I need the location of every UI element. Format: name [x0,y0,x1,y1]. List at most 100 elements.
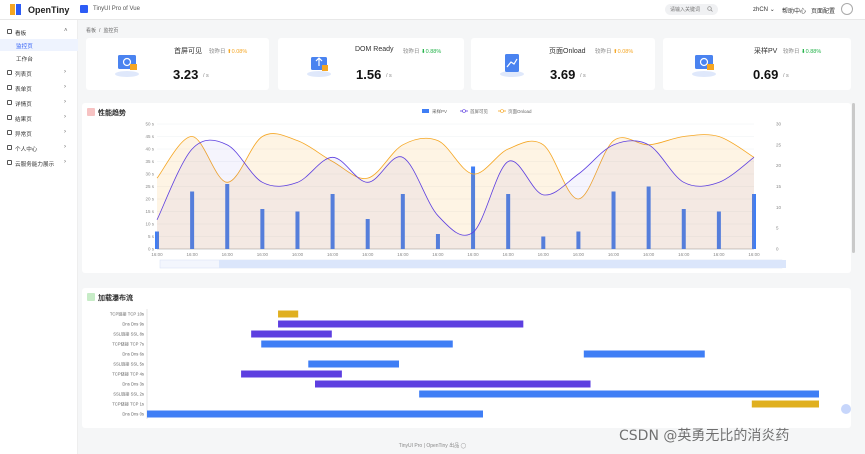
x-tick: 16:00 [713,252,725,257]
sidebar-item-cloud[interactable]: 云服务能力展示 › [0,157,78,169]
sidebar-item-result[interactable]: 结果页 › [0,112,78,124]
stat-unit: / s [386,73,392,79]
result-icon [7,115,12,120]
stat-compare: 较昨日 ⬇0.88% [783,47,821,55]
sidebar-item-label: 异常页 [15,132,32,138]
breadcrumb-item: 监控页 [103,28,119,34]
x-tick: 16:00 [292,252,304,257]
category-label: Dns Dns 9s [122,322,144,327]
sidebar-item-workbench[interactable]: 工作台 [0,52,78,64]
stat-compare-label: 较昨日 [783,49,800,55]
x-tick: 16:00 [397,252,409,257]
stat-value: 3.69 [550,67,576,82]
waterfall-chart: TCP链接 TCP 10s Dns Dns 9s SSL链接 SSL 8s TCP链接… [110,309,819,419]
y-left-tick: 25 s [145,184,154,189]
sidebar-item-profile[interactable]: 个人中心 › [0,142,78,154]
waterfall-panel-icon [87,293,95,301]
page-config-link[interactable]: 页面配置 [811,9,836,15]
detail-icon [7,100,12,105]
chevron-down-icon: ⌄ [769,7,775,13]
trend-up-icon: ⬆ [227,49,232,55]
upload-box-icon [307,57,331,77]
x-tick: 16:00 [678,252,690,257]
y-right-tick: 5 [776,226,779,231]
x-tick: 16:00 [643,252,655,257]
sidebar-item-exception[interactable]: 异常页 › [0,127,78,139]
x-tick: 16:00 [608,252,620,257]
sidebar-item-board[interactable]: 看板 ˄ [0,26,78,38]
legend-marker [500,109,504,113]
stat-unit: / s [203,73,209,79]
x-tick: 16:00 [748,252,760,257]
bar [260,209,265,249]
cloud-icon [7,160,12,165]
search-icon[interactable] [707,6,713,12]
sidebar-item-monitor[interactable]: 监控页 [0,39,78,51]
y-left-tick: 5 s [148,234,155,239]
bar [576,231,581,249]
chevron-right-icon: › [64,129,66,135]
watermark: CSDN @英勇无比的消炎药 [619,428,790,444]
y-right-tick: 30 [776,122,782,127]
sidebar-item-label: 表单页 [15,87,32,93]
x-tick: 16:00 [186,252,198,257]
category-label: SSL链接 SSL 5s [113,361,144,368]
sidebar-item-label: 监控页 [16,44,33,50]
series-area [157,140,754,249]
y-left-tick: 10 s [145,222,154,227]
perf-trend-panel: 性能趋势 采样PV 首屏可见 页面Onload 0 s 5 s 10 s 15 s 20 s 2… [82,103,851,273]
footer-right[interactable]: OpenTiny 出品 [426,443,460,449]
monitor-refresh-icon [692,55,716,77]
waterfall-bar [308,360,399,368]
bar [716,211,721,249]
scrollbar[interactable] [852,103,855,253]
category-label: TCP链接 TCP 1s [112,401,144,408]
sidebar-item-label: 个人中心 [15,147,38,153]
language-select[interactable]: zhCN ⌄ [753,6,775,13]
stat-card-first-screen: 首屏可见 较昨日 ⬆0.08% 3.23 / s [86,38,269,90]
monitor-refresh-icon [115,55,139,77]
y-left-tick: 0 s [148,247,155,252]
x-tick: 16:00 [362,252,374,257]
waterfall-panel: 加载瀑布流 TCP链接 TCP 10s Dns Dns 9s SSL链接 SSL 8… [82,288,851,428]
list-icon [7,70,12,75]
avatar[interactable] [841,3,853,15]
search-input[interactable] [665,4,718,15]
sidebar-item-list[interactable]: 列表页 › [0,67,78,79]
brand-name[interactable]: OpenTiny [28,5,70,15]
y-left-tick: 50 s [145,122,154,127]
y-right-tick: 20 [776,163,782,168]
sidebar-item-label: 列表页 [15,72,32,78]
panel-title: 性能趋势 [98,110,126,117]
chevron-right-icon: › [64,99,66,105]
legend-label: 页面Onload [508,109,532,115]
series-line [156,139,755,236]
stat-title: 页面Onload [549,48,586,55]
x-tick: 16:00 [467,252,479,257]
sidebar-item-form[interactable]: 表单页 › [0,82,78,94]
zoom-window [219,260,786,268]
help-center-link[interactable]: 帮助中心 [782,9,807,15]
trend-up-icon: ⬆ [613,49,618,55]
language-label: zhCN [753,7,769,13]
footer: TinyUI Pro | OpenTiny 出品 ◯ [0,442,865,449]
stat-change: 0.08% [617,49,634,55]
x-tick: 16:00 [573,252,585,257]
top-navbar: OpenTiny TinyUI Pro of Vue zhCN ⌄ 帮助中心 页… [0,0,865,20]
footer-left[interactable]: TinyUI Pro [398,443,423,449]
stat-unit: / s [580,73,586,79]
perf-trend-chart: 采样PV 首屏可见 页面Onload 0 s 5 s 10 s 15 s 20 s 25 s 30… [145,108,786,269]
sidebar: 看板 ˄ 监控页 工作台 列表页 › 表单页 › 详情页 › 结果页 › 异常页… [0,20,78,454]
floating-action-button[interactable] [841,404,851,414]
stat-change: 0.88% [805,49,822,55]
x-tick: 16:00 [327,252,339,257]
sidebar-item-detail[interactable]: 详情页 › [0,97,78,109]
category-label: TCP链接 TCP 4s [112,371,144,378]
breadcrumb-item[interactable]: 看板 [86,28,97,34]
github-icon[interactable]: ◯ [460,443,467,449]
trend-doc-icon [500,54,524,77]
sidebar-item-label: 看板 [15,31,27,37]
y-left-tick: 45 s [145,134,154,139]
vue-logo-icon [80,5,88,13]
board-icon [7,29,12,34]
